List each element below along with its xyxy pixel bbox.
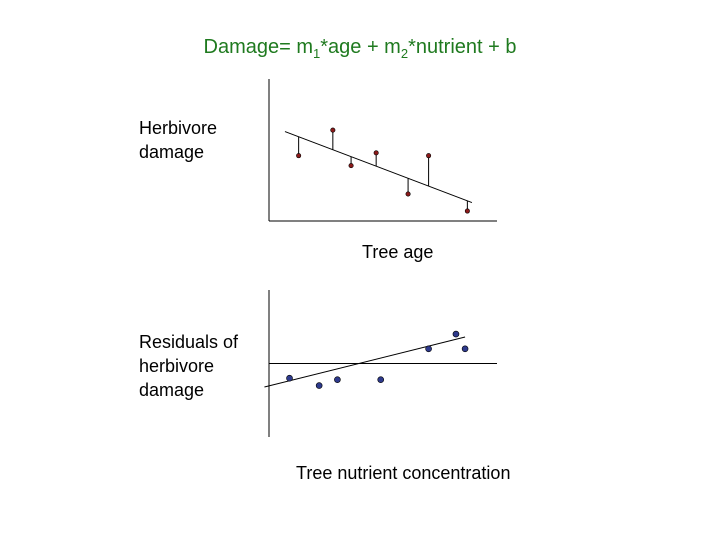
bottom-regression-line [264,336,466,388]
bottom-data-point-7 [461,345,469,353]
top-data-point-4 [373,150,379,156]
top-data-point-7 [464,208,470,214]
bottom-x-axis-label: Tree nutrient concentration [296,463,511,483]
chart-title: Damage= m1*age + m2*nutrient + b [0,36,720,61]
title-text-1: Damage= m [203,36,314,58]
top-data-point-6 [426,153,432,159]
bottom-data-point-1 [286,374,293,382]
bottom-data-point-2 [315,382,323,389]
bottom-data-point-3 [334,376,341,383]
title-text-2: *age + m [320,36,401,58]
top-regression-line [284,131,473,204]
top-data-point-1 [296,153,302,159]
bottom-data-point-4 [377,376,385,383]
top-y-axis-label: Herbivore damage [139,118,218,162]
title-subscript-1: 1 [313,46,321,61]
title-text-3: *nutrient + b [408,36,517,58]
title-subscript-2: 2 [400,46,409,61]
bottom-y-axis-label: Residuals of herbivore damage [139,332,239,400]
top-data-point-3 [348,163,354,169]
top-data-point-5 [405,191,411,197]
top-x-axis-label: Tree age [362,242,434,262]
bottom-data-point-5 [425,345,432,353]
top-data-point-2 [330,127,336,133]
bottom-data-point-6 [452,330,460,338]
